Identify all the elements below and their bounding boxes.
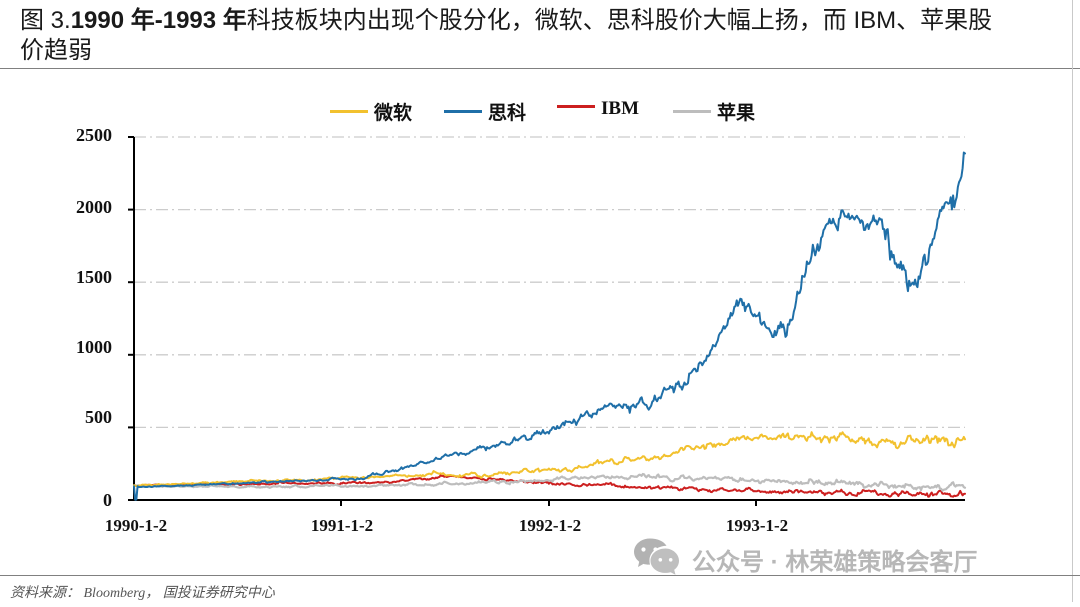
svg-text:公众号 · 林荣雄策略会客厅: 公众号 · 林荣雄策略会客厅 xyxy=(692,548,977,576)
